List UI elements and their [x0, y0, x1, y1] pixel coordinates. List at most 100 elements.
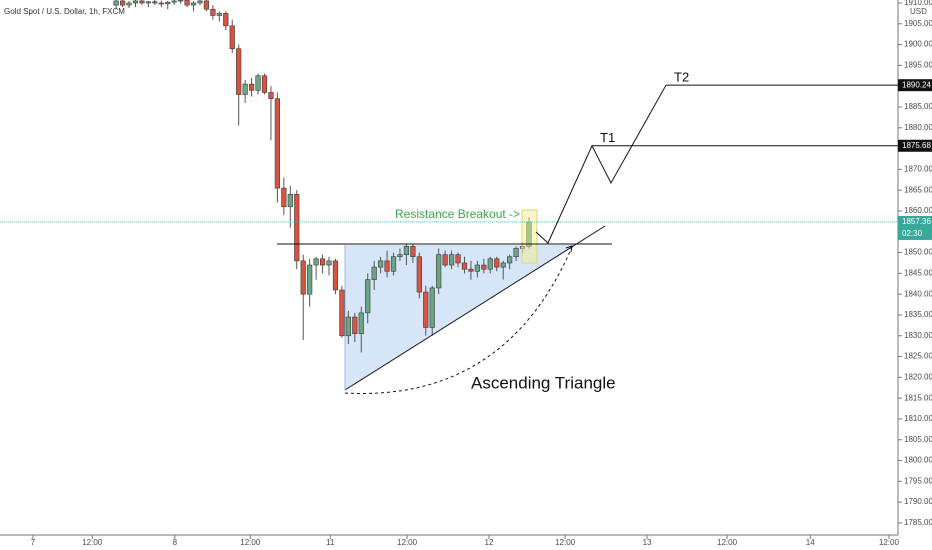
y-tick-label: 1795.00 — [904, 476, 932, 485]
y-tick-label: 1810.00 — [904, 414, 932, 423]
candle-body — [513, 248, 519, 258]
y-tick-label: 1815.00 — [904, 393, 932, 402]
candle-body — [519, 246, 526, 249]
x-tick-label: 12:00 — [240, 538, 261, 547]
candle-body — [197, 0, 203, 4]
x-tick-label: 14 — [806, 538, 815, 547]
y-tick-label: 1825.00 — [904, 352, 932, 361]
candle-body — [165, 1, 171, 5]
y-tick-label: 1860.00 — [904, 206, 932, 215]
candle-body — [119, 0, 126, 6]
y-tick-label: 1900.00 — [904, 40, 932, 49]
y-tick-label: 1880.00 — [904, 123, 932, 132]
candle-body — [397, 254, 403, 258]
candle-body — [455, 254, 461, 264]
candle-body — [390, 256, 397, 272]
y-tick-label: 1845.00 — [904, 268, 932, 277]
dashed-arc — [344, 246, 573, 394]
candle-body — [178, 0, 184, 2]
candle-body — [113, 0, 119, 6]
candle-body — [507, 256, 513, 264]
y-tick-label: 1805.00 — [904, 435, 932, 444]
candle-body — [152, 1, 158, 4]
candle-body — [126, 2, 132, 6]
candle-body — [190, 2, 197, 6]
candle-body — [184, 0, 190, 6]
candle-body — [345, 316, 351, 337]
axis-unit: USD — [910, 7, 927, 16]
candle-body — [436, 254, 442, 289]
candle-body — [139, 0, 145, 4]
candle-body — [229, 25, 235, 50]
y-tick-label: 1830.00 — [904, 331, 932, 340]
candle-body — [410, 246, 416, 258]
candle-body — [294, 194, 300, 262]
candle-body — [203, 0, 210, 10]
candle-body — [326, 260, 332, 266]
candle-body — [448, 254, 455, 266]
candle-body — [248, 83, 255, 91]
candle-body — [403, 246, 410, 255]
x-tick-label: 12 — [485, 538, 494, 547]
x-tick-label: 8 — [173, 538, 178, 547]
breakout-box — [521, 209, 538, 264]
target-name: T2 — [674, 70, 689, 85]
candle-body — [171, 0, 177, 3]
countdown-label: 02:30 — [902, 229, 923, 238]
y-tick-label: 1820.00 — [904, 372, 932, 381]
candle-body — [442, 254, 448, 266]
candle-body — [365, 279, 371, 314]
candle-body — [242, 83, 248, 95]
candle-body — [352, 316, 358, 334]
candle-body — [281, 187, 287, 208]
candle-body — [236, 48, 242, 95]
candle-body — [339, 289, 345, 337]
candle-body — [423, 291, 429, 328]
x-tick-label: 12:00 — [397, 538, 418, 547]
y-tick-label: 1865.00 — [904, 185, 932, 194]
y-tick-label: 1895.00 — [904, 60, 932, 69]
y-tick-label: 1870.00 — [904, 164, 932, 173]
candle-body — [274, 98, 280, 189]
support-trendline — [344, 225, 606, 391]
candle-body — [332, 260, 339, 291]
candle-body — [487, 258, 493, 270]
candle-body — [371, 266, 377, 280]
x-tick-label: 7 — [31, 538, 36, 547]
x-tick-label: 12:00 — [879, 538, 900, 547]
candle-body — [468, 268, 474, 272]
candles — [113, 0, 532, 353]
y-tick-label: 1910.00 — [904, 0, 932, 7]
candle-body — [145, 1, 151, 4]
candle-body — [500, 262, 506, 268]
candle-body — [261, 75, 268, 93]
y-tick-label: 1790.00 — [904, 497, 932, 506]
chart-title: Gold Spot / U.S. Dollar, 1h, FXCM — [4, 7, 125, 16]
candle-body — [300, 260, 306, 295]
target-price: 1890.24 — [902, 80, 931, 89]
candle-body — [461, 262, 468, 270]
candle-body — [255, 75, 261, 91]
last-price-tag — [898, 215, 932, 228]
candle-body — [132, 0, 139, 4]
candle-body — [158, 2, 164, 5]
candle-body — [474, 264, 480, 272]
y-tick-label: 1785.00 — [904, 518, 932, 527]
candle-body — [223, 13, 229, 27]
candle-body — [268, 92, 274, 99]
candle-body — [384, 260, 390, 272]
y-tick-label: 1840.00 — [904, 289, 932, 298]
annotation: Resistance Breakout -> — [395, 207, 520, 221]
y-tick-label: 1835.00 — [904, 310, 932, 319]
arc-arrow — [565, 245, 573, 253]
candle-body — [210, 8, 216, 16]
target-name: T1 — [600, 130, 615, 145]
candle-body — [494, 258, 500, 268]
y-tick-label: 1850.00 — [904, 248, 932, 257]
candle-body — [429, 287, 435, 328]
target-tag — [898, 79, 932, 92]
target-tag — [898, 139, 932, 152]
countdown-tag — [898, 227, 932, 240]
last-price-label: 1857.36 — [902, 217, 931, 226]
